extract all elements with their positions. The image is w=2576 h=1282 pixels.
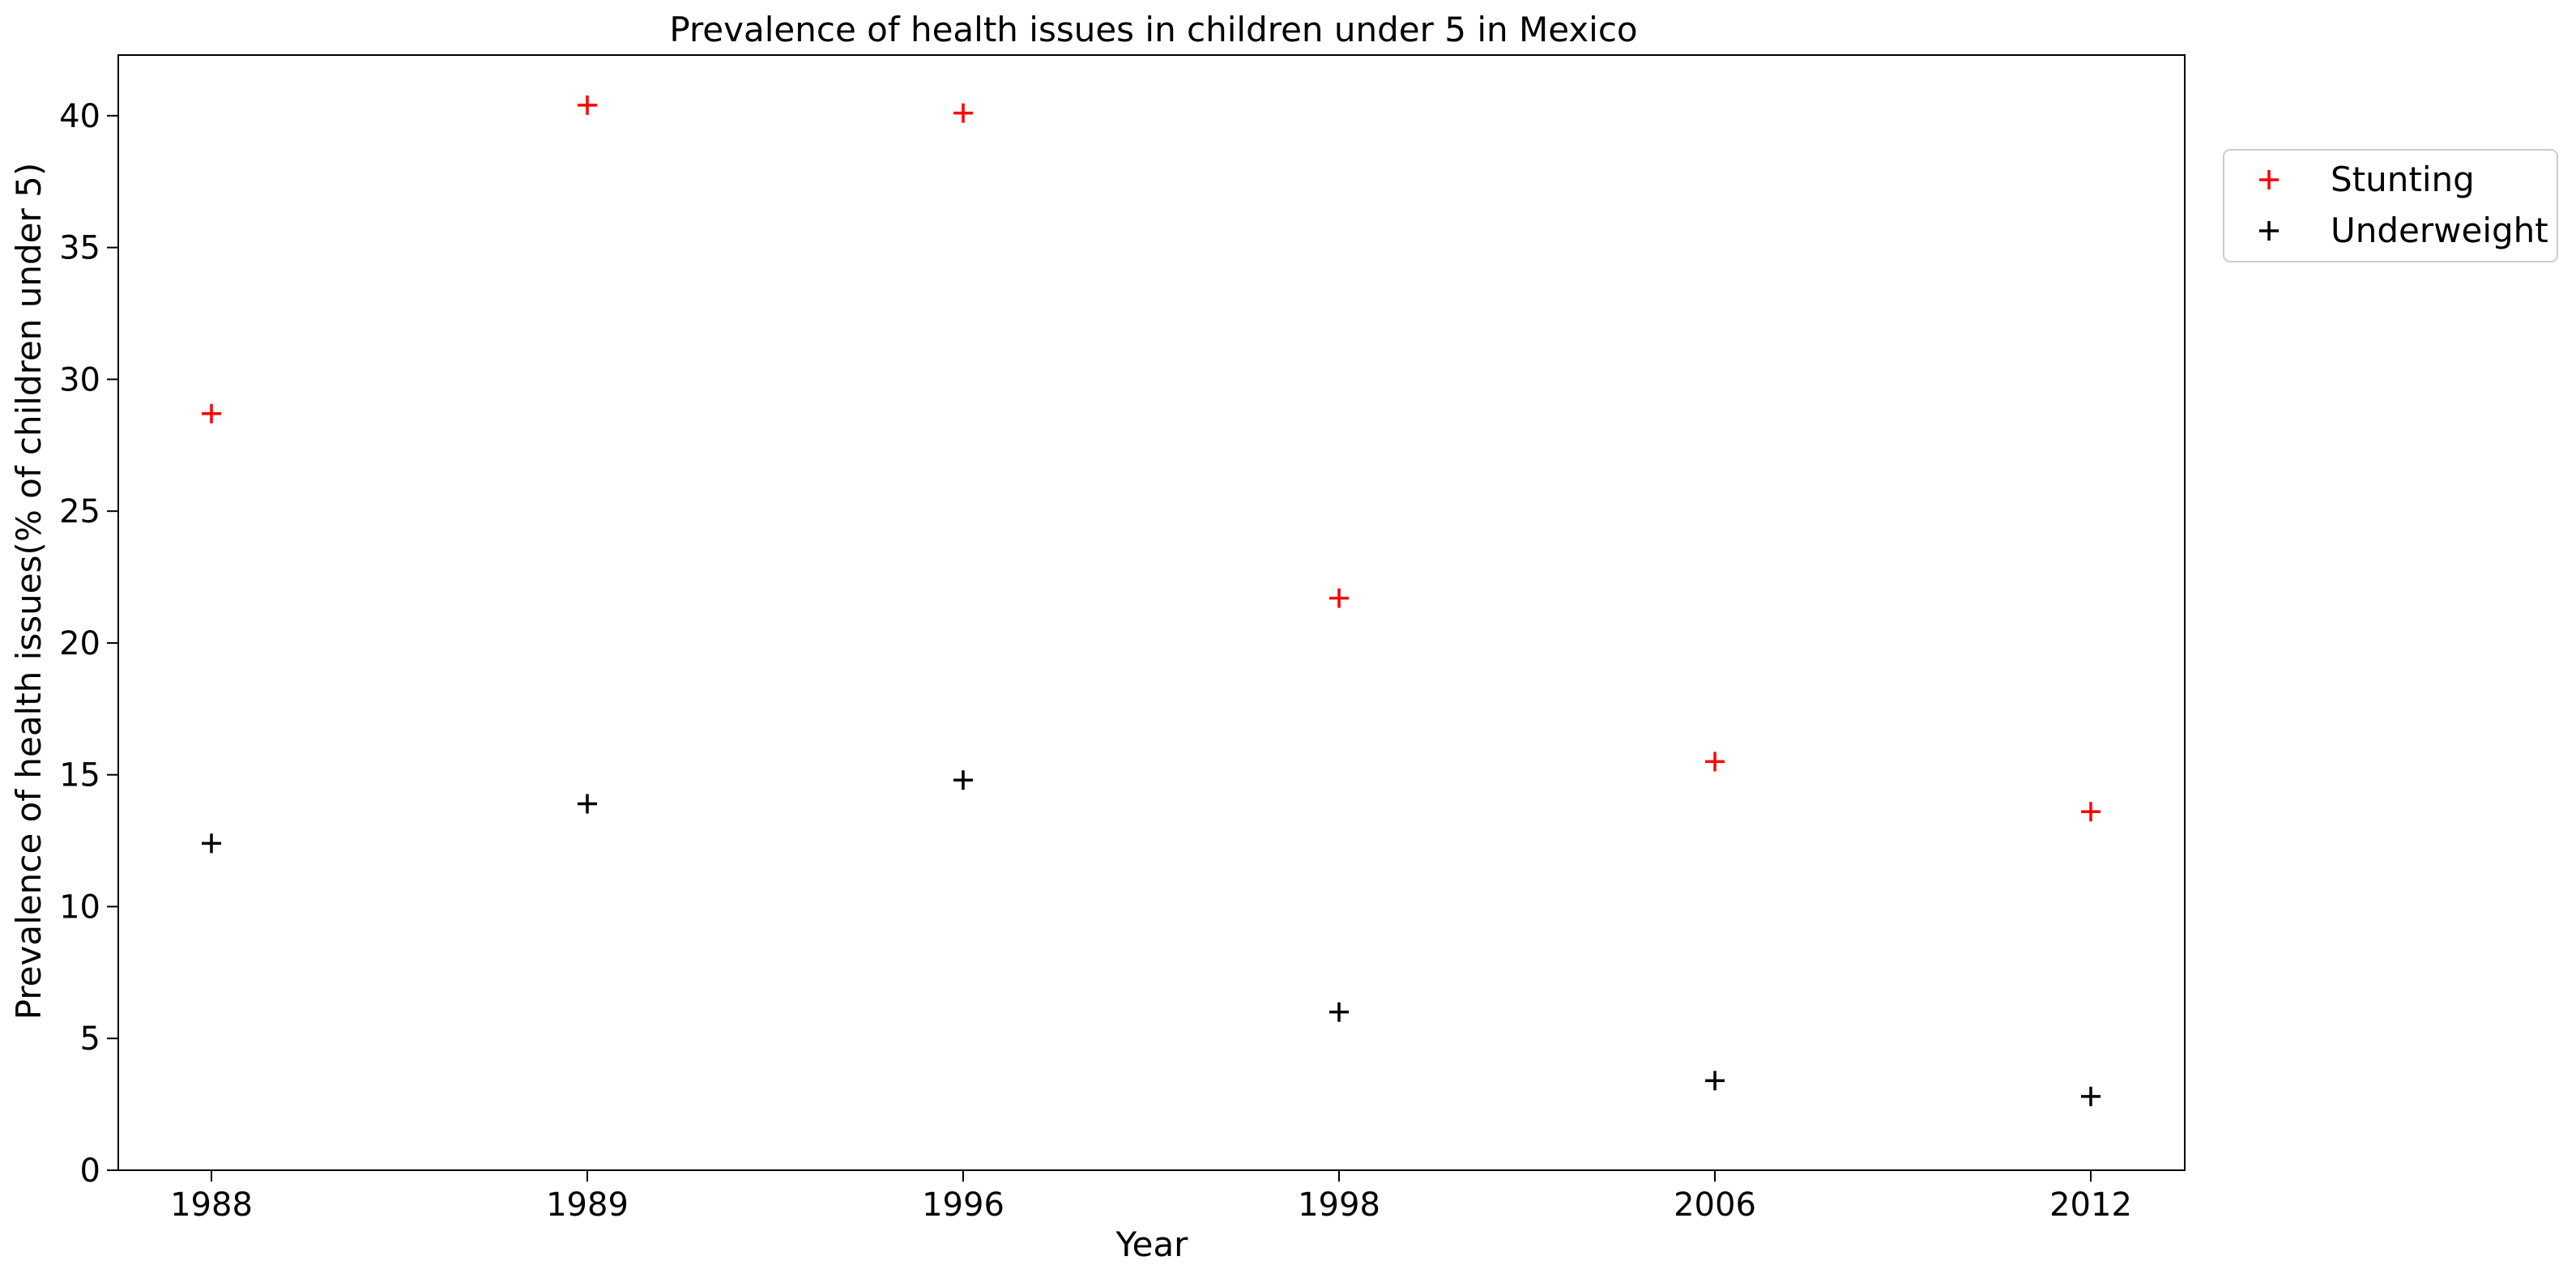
y-axis: 0 5 10 15 20 25 30 35 40 — [59, 98, 118, 1190]
y-tick-label: 40 — [59, 98, 100, 135]
plot-area-frame — [117, 54, 2186, 1171]
legend-label-stunting: Stunting — [2331, 160, 2475, 199]
y-tick-label: 25 — [59, 493, 100, 530]
y-tick-label: 5 — [80, 1020, 100, 1058]
x-tick-label: 1989 — [546, 1186, 629, 1224]
underweight-point — [1329, 1002, 1349, 1022]
legend-frame — [2223, 149, 2558, 262]
legend-marker-underweight — [2259, 221, 2279, 241]
x-tick-label: 1998 — [1298, 1186, 1380, 1224]
stunting-point — [1705, 752, 1725, 772]
y-tick-label: 10 — [59, 888, 100, 926]
x-axis-label: Year — [1115, 1225, 1189, 1264]
x-axis: 1988 1989 1996 1998 2006 2012 — [170, 1170, 2132, 1224]
x-tick-label: 2012 — [2049, 1186, 2132, 1224]
y-tick-label: 35 — [59, 230, 100, 267]
underweight-point — [2081, 1086, 2100, 1106]
y-tick-label: 0 — [80, 1152, 100, 1190]
underweight-point — [953, 770, 973, 790]
stunting-point — [953, 103, 973, 123]
x-tick-label: 1996 — [922, 1186, 1004, 1224]
underweight-point — [578, 794, 597, 814]
y-tick-label: 15 — [59, 757, 100, 794]
x-tick-label: 2006 — [1674, 1186, 1756, 1224]
legend-label-underweight: Underweight — [2331, 211, 2548, 250]
stunting-point — [202, 403, 221, 424]
data-points — [202, 95, 2100, 1106]
y-tick-label: 30 — [59, 361, 100, 398]
y-axis-label: Prevalence of health issues(% of childre… — [9, 163, 49, 1020]
legend-marker-stunting — [2259, 170, 2279, 190]
legend: Stunting Underweight — [2223, 149, 2558, 262]
chart-title: Prevalence of health issues in children … — [669, 10, 1637, 49]
stunting-point — [578, 95, 597, 115]
x-tick-label: 1988 — [170, 1186, 253, 1224]
stunting-point — [1329, 588, 1349, 608]
y-tick-label: 20 — [59, 625, 100, 662]
stunting-point — [2081, 802, 2100, 822]
underweight-point — [202, 833, 221, 854]
underweight-point — [1705, 1071, 1725, 1091]
